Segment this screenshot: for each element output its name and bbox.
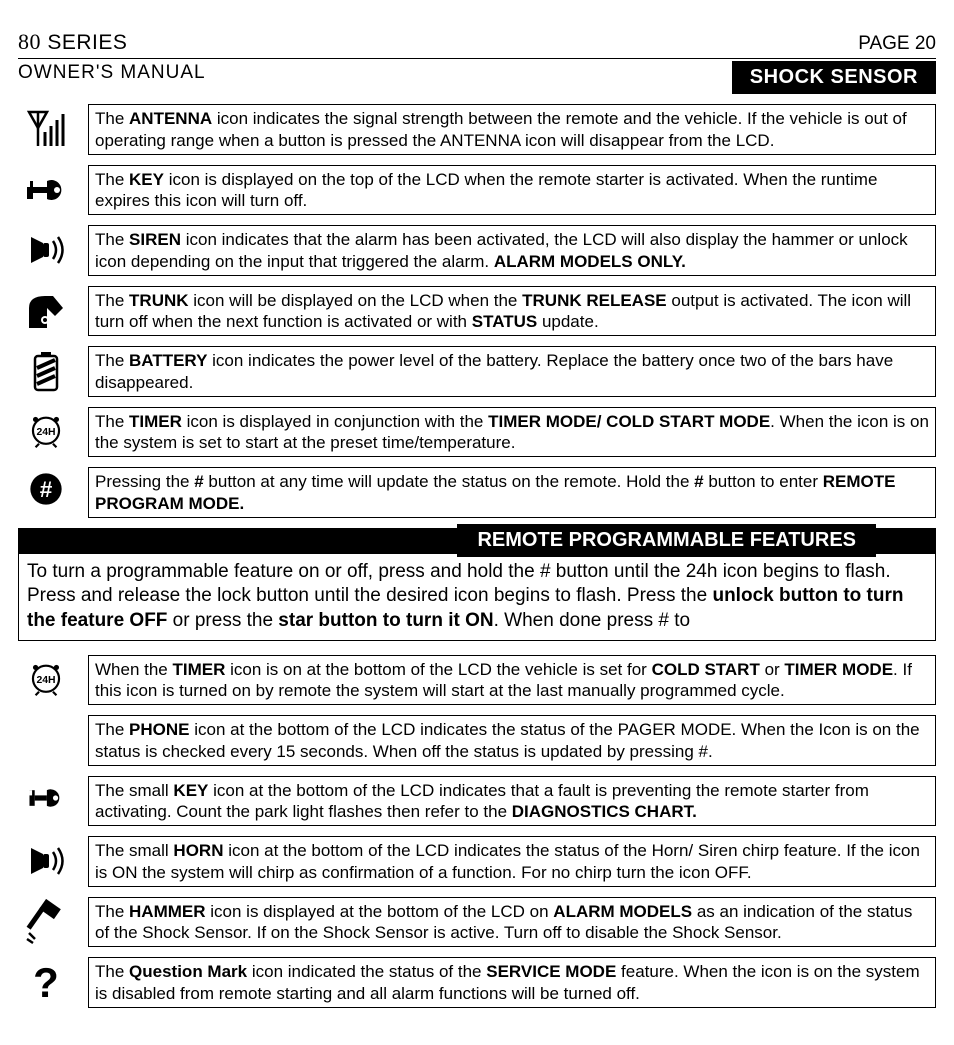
series-text: SERIES [41,31,127,54]
description-box: The SIREN icon indicates that the alarm … [88,225,936,276]
icon-description-row: The KEY icon is displayed on the top of … [18,165,936,216]
icon-description-row: The PHONE icon at the bottom of the LCD … [18,715,936,766]
page-header: 80 SERIES PAGE 20 [18,28,936,59]
lower-items-list: When the TIMER icon is on at the bottom … [18,655,936,1008]
icon-description-row: The small KEY icon at the bottom of the … [18,776,936,827]
subheader-row: OWNER'S MANUAL SHOCK SENSOR [18,61,936,94]
description-box: The ANTENNA icon indicates the signal st… [88,104,936,155]
description-box: The KEY icon is displayed on the top of … [88,165,936,216]
description-box: The TRUNK icon will be displayed on the … [88,286,936,337]
description-box: The BATTERY icon indicates the power lev… [88,346,936,397]
icon-description-row: The Question Mark icon indicated the sta… [18,957,936,1008]
icon-description-row: The TRUNK icon will be displayed on the … [18,286,936,337]
description-box: The Question Mark icon indicated the sta… [88,957,936,1008]
description-box: The small KEY icon at the bottom of the … [88,776,936,827]
antenna-icon [18,104,74,152]
description-box: The HAMMER icon is displayed at the bott… [88,897,936,948]
question-icon [18,957,74,1005]
description-box: The PHONE icon at the bottom of the LCD … [88,715,936,766]
icon-description-row: The HAMMER icon is displayed at the bott… [18,897,936,948]
divider-label: REMOTE PROGRAMMABLE FEATURES [457,524,876,557]
description-box: Pressing the # button at any time will u… [88,467,936,518]
page-number: PAGE 20 [858,32,936,56]
icon-description-row: The ANTENNA icon indicates the signal st… [18,104,936,155]
series-label: 80 SERIES [18,28,127,56]
description-box: The small HORN icon at the bottom of the… [88,836,936,887]
intro-text-box: To turn a programmable feature on or off… [18,554,936,641]
trunk-icon [18,286,74,334]
icon-description-row: When the TIMER icon is on at the bottom … [18,655,936,706]
icon-description-row: The SIREN icon indicates that the alarm … [18,225,936,276]
battery-icon [18,346,74,394]
upper-items-list: The ANTENNA icon indicates the signal st… [18,104,936,518]
icon-description-row: The BATTERY icon indicates the power lev… [18,346,936,397]
horn-icon-sm [18,836,74,884]
siren-icon [18,225,74,273]
hash-icon [18,467,74,509]
hammer-icon [18,897,74,945]
series-number: 80 [18,29,41,54]
icon-description-row: Pressing the # button at any time will u… [18,467,936,518]
owner-manual-label: OWNER'S MANUAL [18,61,206,85]
key-icon-sm [18,776,74,818]
section-divider-bar: REMOTE PROGRAMMABLE FEATURES [18,528,936,554]
section-title-bar: SHOCK SENSOR [732,61,936,94]
description-box: When the TIMER icon is on at the bottom … [88,655,936,706]
description-box: The TIMER icon is displayed in conjuncti… [88,407,936,458]
key-icon [18,165,74,213]
timer-icon-sm [18,655,74,697]
icon-description-row: The small HORN icon at the bottom of the… [18,836,936,887]
timer-icon [18,407,74,449]
icon-description-row: The TIMER icon is displayed in conjuncti… [18,407,936,458]
none [18,715,74,717]
